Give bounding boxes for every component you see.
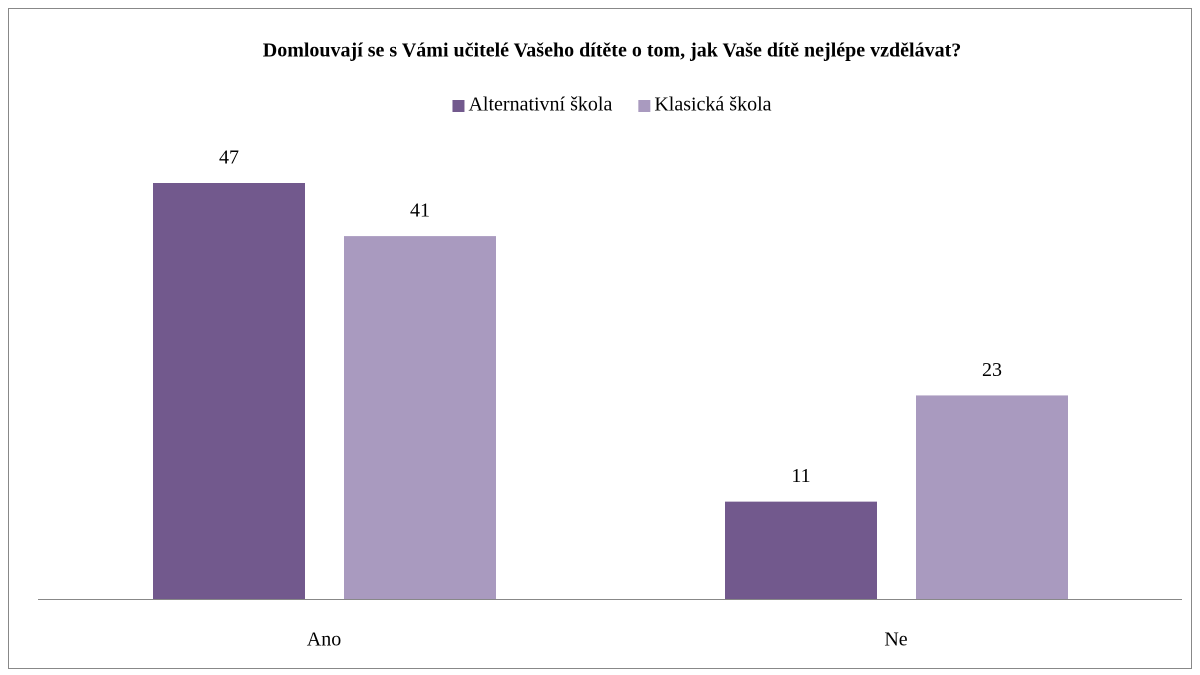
legend-swatch (452, 100, 465, 112)
bar (344, 236, 496, 599)
x-tick-label: Ano (307, 629, 341, 651)
data-label: 23 (982, 359, 1002, 381)
bar (725, 501, 877, 599)
x-tick-label: Ne (884, 629, 907, 651)
legend-label: Alternativní škola (468, 94, 612, 116)
data-label: 41 (410, 200, 430, 222)
legend-swatch (638, 100, 651, 112)
data-label: 11 (791, 465, 810, 487)
chart-title: Domlouvají se s Vámi učitelé Vašeho dítě… (263, 40, 961, 62)
data-label: 47 (219, 147, 239, 169)
bar (153, 183, 305, 599)
legend-label: Klasická škola (654, 94, 771, 116)
bar (916, 395, 1068, 599)
